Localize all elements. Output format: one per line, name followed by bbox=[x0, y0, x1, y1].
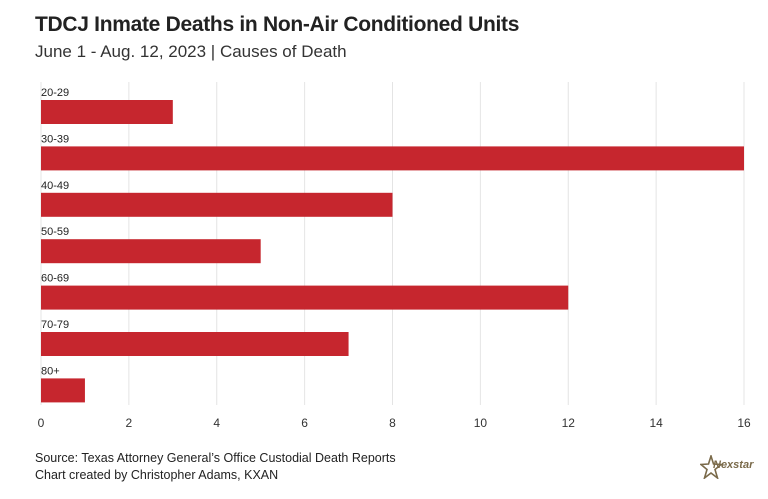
x-tick-label: 0 bbox=[38, 416, 45, 430]
x-tick-label: 4 bbox=[213, 416, 220, 430]
bar-50-59[interactable] bbox=[41, 239, 261, 263]
category-label: 70-79 bbox=[41, 319, 69, 331]
category-label: 60-69 bbox=[41, 273, 69, 285]
bar-40-49[interactable] bbox=[41, 193, 393, 217]
logo-text: Nexstar bbox=[713, 459, 753, 471]
bar-80+[interactable] bbox=[41, 378, 85, 402]
category-label: 20-29 bbox=[41, 87, 69, 99]
x-tick-label: 10 bbox=[474, 416, 488, 430]
x-axis-ticks: 0 2 4 6 8 10 12 14 16 bbox=[38, 416, 751, 430]
bar-20-29[interactable] bbox=[41, 100, 173, 124]
x-tick-label: 2 bbox=[126, 416, 133, 430]
bar-70-79[interactable] bbox=[41, 332, 349, 356]
x-tick-label: 16 bbox=[737, 416, 751, 430]
x-tick-label: 12 bbox=[562, 416, 576, 430]
category-label: 40-49 bbox=[41, 180, 69, 192]
category-label: 30-39 bbox=[41, 133, 69, 145]
x-tick-label: 8 bbox=[389, 416, 396, 430]
bar-60-69[interactable] bbox=[41, 286, 568, 310]
x-tick-label: 14 bbox=[649, 416, 663, 430]
chart-footer: Source: Texas Attorney General’s Office … bbox=[35, 450, 396, 484]
nexstar-logo: Nexstar bbox=[700, 455, 760, 479]
bar-30-39[interactable] bbox=[41, 146, 744, 170]
credit-note: Chart created by Christopher Adams, KXAN bbox=[35, 467, 396, 484]
x-tick-label: 6 bbox=[301, 416, 308, 430]
bar-chart: 20-29 30-39 40-49 50-59 60-69 70-79 80+ 0 2 4 6 8 1… bbox=[0, 0, 768, 440]
source-note: Source: Texas Attorney General’s Office … bbox=[35, 450, 396, 467]
category-label: 50-59 bbox=[41, 226, 69, 238]
category-label: 80+ bbox=[41, 365, 60, 377]
